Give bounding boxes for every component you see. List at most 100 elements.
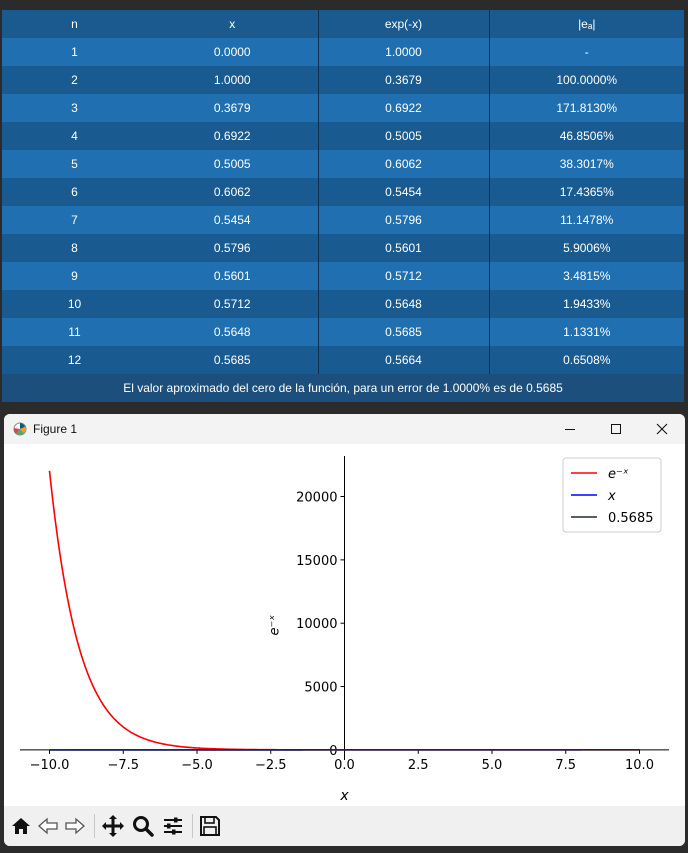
home-icon xyxy=(12,818,30,834)
x-tick-label: 5.0 xyxy=(482,758,503,773)
close-button[interactable] xyxy=(639,414,685,444)
cell-error: 3.4815% xyxy=(488,262,684,290)
cell-n: 7 xyxy=(2,206,147,234)
y-tick-label: 0 xyxy=(329,744,337,759)
header-n: n xyxy=(2,10,147,38)
cell-exp: 0.3679 xyxy=(317,66,489,94)
header-error: |eₐ| xyxy=(488,10,684,38)
results-table-panel: n x exp(-x) |eₐ| 1 0.0000 1.0000-2 1.0000 0.… xyxy=(2,10,684,402)
cell-n: 10 xyxy=(2,290,147,318)
cell-error: - xyxy=(488,38,684,66)
cell-x: 0.5712 xyxy=(147,290,318,318)
x-tick-label: 10.0 xyxy=(625,758,654,773)
pan-button[interactable] xyxy=(101,814,125,838)
cell-error: 100.0000% xyxy=(488,66,684,94)
window-title: Figure 1 xyxy=(33,422,78,436)
cell-x: 0.6922 xyxy=(147,122,318,150)
cell-n: 4 xyxy=(2,122,147,150)
result-message: El valor aproximado del cero de la funci… xyxy=(2,374,684,402)
navigation-toolbar xyxy=(4,806,685,846)
x-tick-label: 2.5 xyxy=(408,758,429,773)
legend-box xyxy=(562,457,662,533)
configure-subplots-icon xyxy=(164,817,182,835)
cell-error: 38.3017% xyxy=(488,150,684,178)
table-row: 2 1.0000 0.3679 100.0000% xyxy=(2,66,684,94)
cell-error: 1.1331% xyxy=(488,318,684,346)
y-tick-label: 15000 xyxy=(296,554,337,569)
title-bar[interactable]: Figure 1 xyxy=(4,414,685,444)
toolbar-separator xyxy=(94,814,95,838)
maximize-icon xyxy=(611,424,621,434)
cell-x: 0.5796 xyxy=(147,234,318,262)
cell-n: 6 xyxy=(2,178,147,206)
x-tick-label: 7.5 xyxy=(555,758,576,773)
close-icon xyxy=(656,423,668,435)
cell-error: 17.4365% xyxy=(488,178,684,206)
pan-icon xyxy=(102,815,124,837)
cell-x: 0.5685 xyxy=(147,346,318,374)
forward-icon xyxy=(65,817,85,835)
table-row: 6 0.6062 0.5454 17.4365% xyxy=(2,178,684,206)
cell-exp: 0.5685 xyxy=(317,318,489,346)
cell-error: 171.8130% xyxy=(488,94,684,122)
table-row: 4 0.6922 0.5005 46.8506% xyxy=(2,122,684,150)
table-row: 3 0.3679 0.6922 171.8130% xyxy=(2,94,684,122)
save-button[interactable] xyxy=(198,814,222,838)
header-exp: exp(-x) xyxy=(317,10,489,38)
table-row: 10 0.5712 0.5648 1.9433% xyxy=(2,290,684,318)
minimize-button[interactable] xyxy=(547,414,593,444)
cell-exp: 1.0000 xyxy=(317,38,489,66)
cell-error: 1.9433% xyxy=(488,290,684,318)
legend-label: 0.5685 xyxy=(608,511,654,526)
cell-exp: 0.6922 xyxy=(317,94,489,122)
legend-label: x xyxy=(607,489,616,504)
header-x: x xyxy=(147,10,318,38)
table-row: 8 0.5796 0.5601 5.9006% xyxy=(2,234,684,262)
configure-subplots-button[interactable] xyxy=(161,814,185,838)
back-button[interactable] xyxy=(36,814,60,838)
back-icon xyxy=(38,817,58,835)
y-tick-label: 20000 xyxy=(296,491,337,506)
y-tick-label: 5000 xyxy=(304,681,337,696)
cell-n: 8 xyxy=(2,234,147,262)
plot-canvas[interactable]: −10.0 −7.5 −5.0 −2.5 0.0 2.5 5.0 7.5 10.0 0 5000 10… xyxy=(4,444,685,806)
cell-exp: 0.5796 xyxy=(317,206,489,234)
cell-exp: 0.5601 xyxy=(317,234,489,262)
cell-exp: 0.5664 xyxy=(317,346,489,374)
table-row: 7 0.5454 0.5796 11.1478% xyxy=(2,206,684,234)
cell-x: 0.5454 xyxy=(147,206,318,234)
x-tick-label: −2.5 xyxy=(255,758,287,773)
cell-n: 5 xyxy=(2,150,147,178)
table-row: 9 0.5601 0.5712 3.4815% xyxy=(2,262,684,290)
cell-x: 0.0000 xyxy=(147,38,318,66)
cell-exp: 0.5454 xyxy=(317,178,489,206)
save-icon xyxy=(200,816,220,836)
cell-exp: 0.5648 xyxy=(317,290,489,318)
forward-button[interactable] xyxy=(63,814,87,838)
cell-x: 0.5601 xyxy=(147,262,318,290)
y-tick-label: 10000 xyxy=(296,617,337,632)
matplotlib-icon xyxy=(13,422,27,436)
x-tick-label: 0.0 xyxy=(334,758,355,773)
x-tick-label: −5.0 xyxy=(181,758,213,773)
cell-exp: 0.5712 xyxy=(317,262,489,290)
x-tick-label: −7.5 xyxy=(107,758,139,773)
cell-exp: 0.5005 xyxy=(317,122,489,150)
minimize-icon xyxy=(565,429,575,430)
legend-label: e⁻ˣ xyxy=(608,467,629,482)
cell-n: 3 xyxy=(2,94,147,122)
maximize-button[interactable] xyxy=(593,414,639,444)
cell-n: 1 xyxy=(2,38,147,66)
table-row: 12 0.5685 0.5664 0.6508% xyxy=(2,346,684,374)
cell-n: 12 xyxy=(2,346,147,374)
cell-n: 2 xyxy=(2,66,147,94)
home-button[interactable] xyxy=(9,814,33,838)
cell-x: 0.5648 xyxy=(147,318,318,346)
iterations-table: n x exp(-x) |eₐ| 1 0.0000 1.0000-2 1.0000 0.… xyxy=(2,10,684,374)
cell-exp: 0.6062 xyxy=(317,150,489,178)
table-header-row: n x exp(-x) |eₐ| xyxy=(2,10,684,38)
cell-n: 9 xyxy=(2,262,147,290)
toolbar-separator xyxy=(192,814,193,838)
zoom-button[interactable] xyxy=(131,814,155,838)
cell-x: 1.0000 xyxy=(147,66,318,94)
